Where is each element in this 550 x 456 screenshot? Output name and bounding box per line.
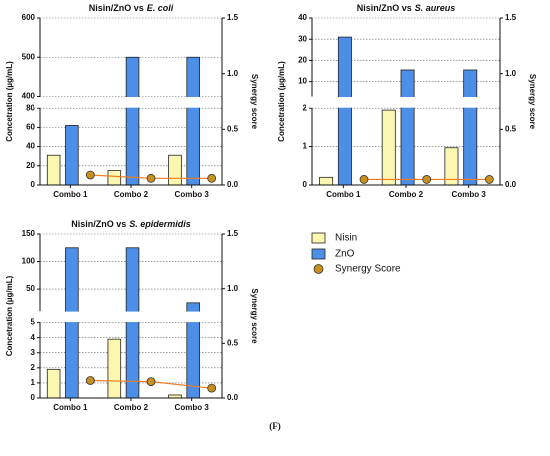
marker <box>359 175 369 184</box>
chart-title: Nisin/ZnO vs S. epidermidis <box>71 219 191 229</box>
chart-title: Nisin/ZnO vs E. coli <box>89 3 174 13</box>
y-tick-label: 1 <box>303 142 308 151</box>
x-tick-label: Combo 1 <box>53 403 88 412</box>
y2-tick-label: 1.0 <box>227 284 239 293</box>
y-tick-label: 2 <box>31 363 36 372</box>
bar <box>319 176 334 186</box>
y2-tick-label: 1.5 <box>505 13 517 22</box>
legend-marker <box>313 264 324 274</box>
y2-axis-label: Synergy score <box>250 74 259 130</box>
y-tick-label: 80 <box>26 103 35 112</box>
bar <box>46 154 61 186</box>
title-text: Nisin/ZnO vs <box>357 3 412 13</box>
marker <box>484 175 494 184</box>
y-tick-label: 1 <box>31 378 36 387</box>
title-organism: E. coli <box>147 3 174 13</box>
y-tick-label: 10 <box>298 77 307 86</box>
x-tick-label: Combo 1 <box>326 190 361 199</box>
y2-tick-label: 1.0 <box>227 69 239 78</box>
y-tick-label: 4 <box>31 333 36 342</box>
axis-break <box>306 96 500 108</box>
y-tick-label: 2 <box>303 103 308 112</box>
bar <box>463 69 478 186</box>
y2-tick-label: 1.5 <box>227 13 239 22</box>
chart-title: Nisin/ZnO vs S. aureus <box>357 3 456 13</box>
y-tick-label: 400 <box>22 92 36 101</box>
y-tick-label: 40 <box>298 13 307 22</box>
y-tick-label: 600 <box>22 13 36 22</box>
marker <box>422 175 432 184</box>
bar <box>337 36 352 186</box>
bar <box>381 109 396 186</box>
panel: Nisin/ZnO vs S. epidermidis Concetration (… <box>5 219 259 412</box>
bar <box>65 247 79 399</box>
axis-break <box>34 96 222 108</box>
y-tick-label: 0 <box>303 180 308 189</box>
y-tick-label: 30 <box>298 34 307 43</box>
marker <box>146 377 156 387</box>
y-axis-label: Concetration (µg/mL) <box>5 275 14 356</box>
y2-tick-label: 0.0 <box>227 180 239 189</box>
y-tick-label: 500 <box>22 52 36 61</box>
y2-tick-label: 0.5 <box>505 124 517 133</box>
legend-label: ZnO <box>335 249 355 260</box>
marker <box>207 173 217 183</box>
y2-tick-label: 0.5 <box>227 124 239 133</box>
marker <box>85 376 95 385</box>
title-organism: S. aureus <box>415 3 456 13</box>
legend-swatch <box>311 232 326 244</box>
title-organism: S. epidermidis <box>129 219 191 229</box>
x-tick-label: Combo 2 <box>114 403 149 412</box>
y-tick-label: 20 <box>298 56 307 65</box>
y2-axis-label: Synergy score <box>528 74 537 130</box>
bar <box>46 368 61 399</box>
y-tick-label: 0 <box>31 393 36 402</box>
y-axis-label: Concetration (µg/mL) <box>277 61 286 142</box>
x-tick-label: Combo 2 <box>389 190 424 199</box>
x-tick-label: Combo 3 <box>175 190 210 199</box>
bar <box>125 247 140 399</box>
y2-tick-label: 1.0 <box>505 69 517 78</box>
y-axis-label: Concetration (µg/mL) <box>5 61 14 142</box>
y-tick-label: 5 <box>31 318 36 327</box>
y-tick-label: 3 <box>31 348 36 357</box>
panel: Nisin/ZnO vs S. aureus Concetration (µg/mL… <box>277 3 537 199</box>
y-tick-label: 150 <box>22 229 36 238</box>
figure-label: (F) <box>269 421 281 431</box>
bar <box>186 56 200 186</box>
legend-label: Synergy Score <box>335 264 401 275</box>
bar <box>168 154 182 186</box>
marker <box>207 383 217 393</box>
x-tick-label: Combo 2 <box>114 190 149 199</box>
y-tick-label: 0 <box>31 180 36 189</box>
marker <box>85 170 95 180</box>
y-tick-label: 100 <box>22 257 36 266</box>
bar <box>107 338 122 399</box>
x-tick-label: Combo 1 <box>53 190 88 199</box>
bar <box>400 69 415 186</box>
axis-break <box>34 311 222 323</box>
y-tick-label: 50 <box>26 284 35 293</box>
y2-tick-label: 0.0 <box>227 393 239 402</box>
panel: Nisin/ZnO vs E. coli Concetration (µg/mL) S… <box>5 3 259 199</box>
y2-axis-label: Synergy score <box>250 288 259 344</box>
x-tick-label: Combo 3 <box>452 190 487 199</box>
legend-swatch <box>311 248 326 260</box>
y-tick-label: 20 <box>26 161 35 170</box>
bar <box>125 56 140 186</box>
legend-label: Nisin <box>335 233 357 244</box>
title-text: Nisin/ZnO vs <box>89 3 144 13</box>
y-tick-label: 60 <box>26 122 35 131</box>
bar <box>65 125 79 186</box>
marker <box>146 173 156 183</box>
y2-tick-label: 0.5 <box>227 338 239 347</box>
y-tick-label: 40 <box>26 142 35 151</box>
x-tick-label: Combo 3 <box>175 403 210 412</box>
y2-tick-label: 0.0 <box>505 180 517 189</box>
bar <box>107 170 122 186</box>
title-text: Nisin/ZnO vs <box>71 219 126 229</box>
y2-tick-label: 1.5 <box>227 229 239 238</box>
